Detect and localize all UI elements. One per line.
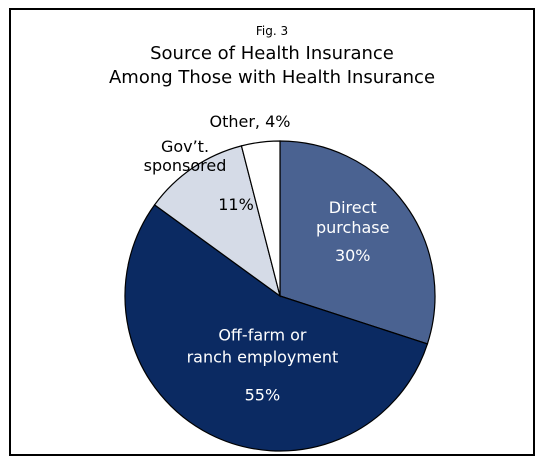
slice-value-0: 30% [335,246,371,265]
chart-title-line-1: Source of Health Insurance [150,43,394,64]
pie-slice-1 [124,204,429,452]
slice-label-0-line-1: purchase [316,218,389,237]
chart-title-line-2: Among Those with Health Insurance [108,67,436,88]
slice-label-2-line-0: Gov’t. [161,137,209,156]
slice-value-1: 55% [245,386,281,405]
pie-slice-0 [279,140,436,345]
figure-number: Fig. 3 [255,24,289,38]
slice-label-2-line-1: sponsored [144,156,227,175]
slice-label-0-line-0: Direct [329,198,377,217]
slice-label-3-line-0: Other, 4% [210,112,291,131]
chart-title: Source of Health Insurance Among Those w… [11,42,533,90]
slice-label-1-line-0: Off-farm or [218,326,307,345]
pie-slice-2 [153,145,281,298]
slice-label-1-line-1: ranch employment [187,348,339,367]
slice-value-2: 11% [218,195,254,214]
pie-slice-3 [240,140,281,297]
